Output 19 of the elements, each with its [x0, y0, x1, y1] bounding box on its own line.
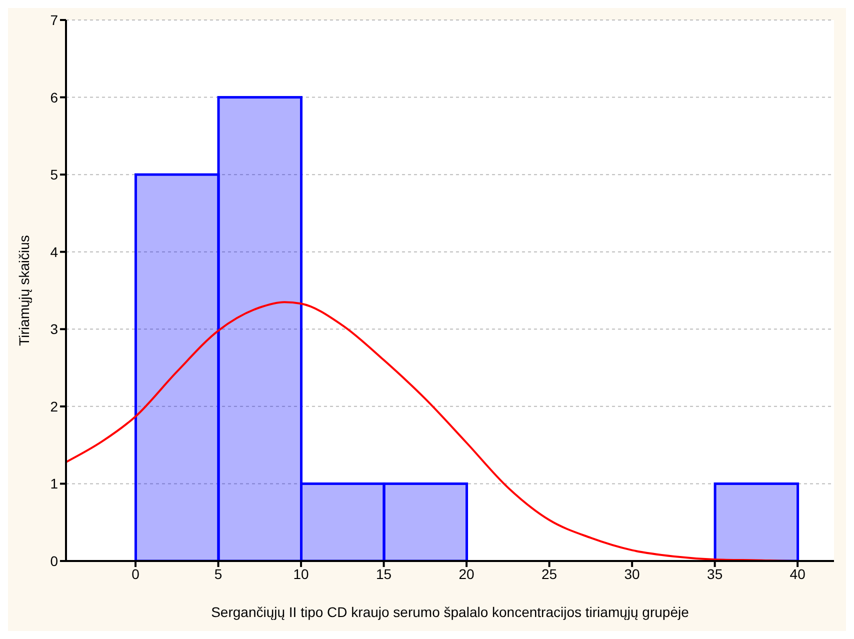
y-tick-label: 4 — [50, 244, 58, 260]
x-tick-label: 20 — [458, 566, 475, 582]
x-axis-title: Sergančiųjų II tipo CD kraujo serumo špalalo koncentracijos tiriamųjų grupėje — [211, 604, 690, 620]
y-tick-label: 7 — [50, 12, 58, 28]
y-axis-title: Tiriamųjų skaičius — [16, 235, 32, 346]
x-tick-label: 10 — [293, 566, 310, 582]
y-tick-label: 5 — [50, 166, 58, 183]
x-tick-label: 25 — [542, 566, 558, 582]
x-tick-label: 0 — [132, 566, 140, 582]
y-tick-label: 6 — [50, 89, 58, 106]
y-tick-label: 3 — [50, 321, 58, 338]
y-tick-label: 0 — [50, 552, 58, 569]
x-tick-label: 30 — [624, 566, 640, 582]
x-tick-label: 40 — [790, 566, 806, 582]
x-tick-label: 15 — [376, 566, 392, 582]
y-tick-label: 1 — [50, 476, 58, 492]
x-tick-label: 5 — [214, 566, 222, 582]
y-tick-label: 2 — [50, 398, 58, 414]
x-tick-label: 35 — [707, 566, 723, 582]
